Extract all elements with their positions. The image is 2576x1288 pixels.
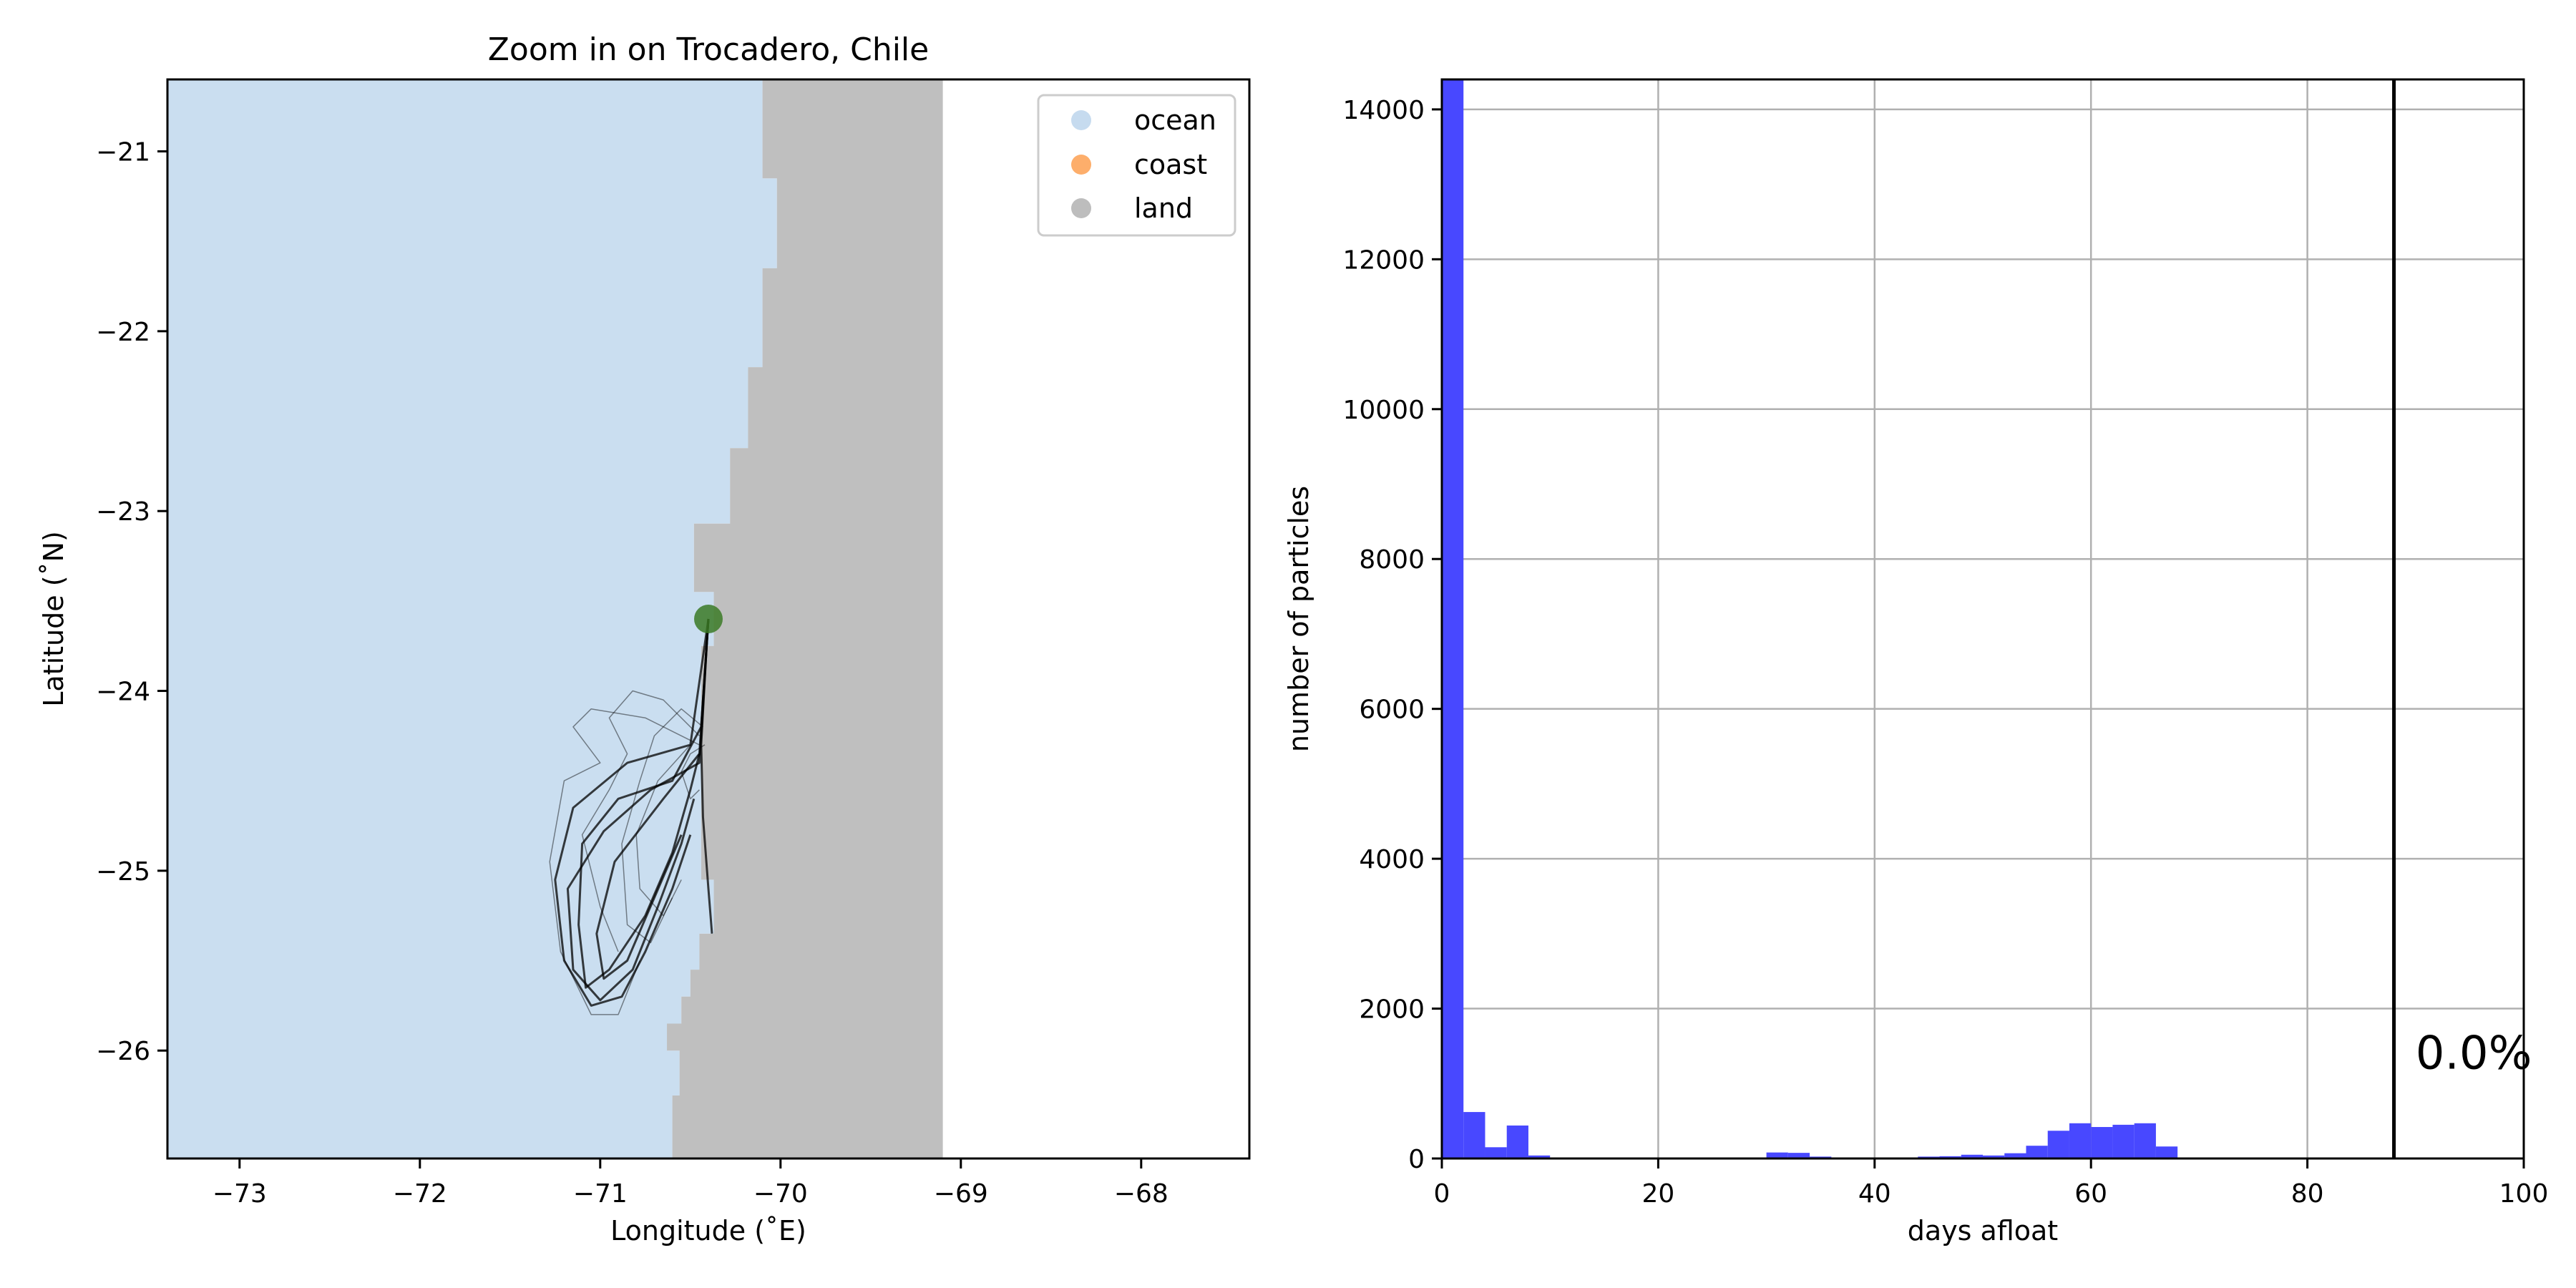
y-tick-label: −24: [96, 678, 150, 707]
trajectory-line: [635, 744, 691, 917]
x-tick-label: −70: [753, 1179, 808, 1209]
map-y-axis-label: Latitude (˚N): [38, 531, 69, 707]
histogram-bar: [2026, 1146, 2048, 1158]
x-tick-label: 40: [1858, 1179, 1891, 1209]
histogram-bar: [1463, 1112, 1485, 1158]
particle-trajectories: [549, 618, 713, 1015]
histogram-bar: [1528, 1155, 1551, 1158]
trajectory-line: [549, 708, 700, 1015]
histogram-y-axis-label: number of particles: [1283, 486, 1314, 752]
trajectory-line: [566, 618, 710, 1002]
histogram-plot-area: [1442, 79, 2524, 1158]
map-frame: [166, 78, 1251, 1160]
x-tick-label: 100: [2499, 1179, 2549, 1209]
map-panel: Zoom in on Trocadero, Chile −73 −72 −71 −70…: [38, 31, 1251, 1246]
legend-ocean-marker: [1071, 110, 1091, 130]
release-point-marker: [694, 605, 723, 633]
x-tick-label: −69: [934, 1179, 988, 1209]
map-y-ticks: −21 −22 −23 −24 −25 −26: [96, 138, 167, 1066]
histogram-x-axis-label: days afloat: [1908, 1215, 2058, 1246]
histogram-bar: [2047, 1131, 2069, 1158]
histogram-bar: [1983, 1155, 2005, 1158]
legend-coast-marker: [1071, 155, 1091, 175]
x-tick-label: −73: [213, 1179, 267, 1209]
y-tick-label: 14000: [1342, 96, 1425, 125]
trajectory-line: [621, 708, 703, 944]
histogram-x-ticks: 0 20 40 60 80 100: [1434, 1158, 2549, 1209]
histogram-bar: [1961, 1154, 1983, 1158]
x-tick-label: 20: [1641, 1179, 1674, 1209]
histogram-y-ticks: 0 2000 4000 6000 8000 10000 12000 14000: [1342, 96, 1442, 1174]
x-tick-label: 0: [1434, 1179, 1450, 1209]
histogram-bar: [2134, 1123, 2156, 1158]
map-title: Zoom in on Trocadero, Chile: [488, 31, 929, 68]
x-tick-label: −72: [393, 1179, 447, 1209]
histogram-bar: [1787, 1153, 1810, 1158]
legend-land-marker: [1071, 198, 1091, 218]
y-tick-label: 0: [1408, 1145, 1425, 1174]
y-tick-label: −23: [96, 497, 150, 527]
y-tick-label: 2000: [1359, 995, 1425, 1025]
y-tick-label: 8000: [1359, 545, 1425, 575]
histogram-bar: [1506, 1125, 1528, 1158]
y-tick-label: −26: [96, 1037, 150, 1066]
histogram-bar: [2069, 1123, 2092, 1158]
x-tick-label: 60: [2074, 1179, 2107, 1209]
histogram-grid: [1442, 79, 2524, 1158]
histogram-frame: [1440, 78, 2525, 1160]
ocean-region: [167, 79, 777, 1158]
y-tick-label: −22: [96, 318, 150, 347]
y-tick-label: −25: [96, 857, 150, 887]
histogram-bar: [1939, 1156, 1961, 1158]
legend-coast-label: coast: [1134, 149, 1207, 180]
histogram-panel: 0.0% 0 20 40 60 80 100 0 2000 4000 6000 8000 10000…: [1283, 78, 2549, 1246]
percentage-annotation: 0.0%: [2416, 1027, 2532, 1080]
histogram-bar: [1442, 79, 1464, 1158]
histogram-bar: [2091, 1127, 2113, 1158]
x-tick-label: 80: [2291, 1179, 2324, 1209]
x-tick-label: −71: [573, 1179, 628, 1209]
y-tick-label: 4000: [1359, 845, 1425, 874]
histogram-bar: [1766, 1152, 1788, 1158]
map-legend: ocean coast land: [1037, 94, 1236, 237]
histogram-bar: [2112, 1124, 2135, 1158]
map-x-ticks: −73 −72 −71 −70 −69 −68: [213, 1158, 1169, 1209]
trajectory-line: [680, 744, 706, 800]
y-tick-label: 6000: [1359, 696, 1425, 725]
histogram-bar: [2155, 1146, 2178, 1158]
legend-ocean-label: ocean: [1134, 104, 1216, 136]
trajectory-line: [581, 690, 700, 952]
x-tick-label: −68: [1114, 1179, 1169, 1209]
legend-box: [1037, 94, 1236, 237]
histogram-bar: [2004, 1153, 2026, 1158]
trajectory-line: [595, 618, 710, 980]
y-tick-label: 10000: [1342, 396, 1425, 425]
trajectory-line: [577, 618, 710, 989]
y-tick-label: 12000: [1342, 245, 1425, 275]
map-x-axis-label: Longitude (˚E): [610, 1215, 806, 1246]
histogram-bars: [1442, 79, 2221, 1158]
histogram-bar: [1485, 1147, 1507, 1158]
trajectory-line: [554, 618, 710, 1007]
map-plot-area: [167, 79, 1249, 1158]
legend-land-label: land: [1134, 192, 1193, 224]
land-region: [667, 79, 943, 1158]
y-tick-label: −21: [96, 138, 150, 167]
